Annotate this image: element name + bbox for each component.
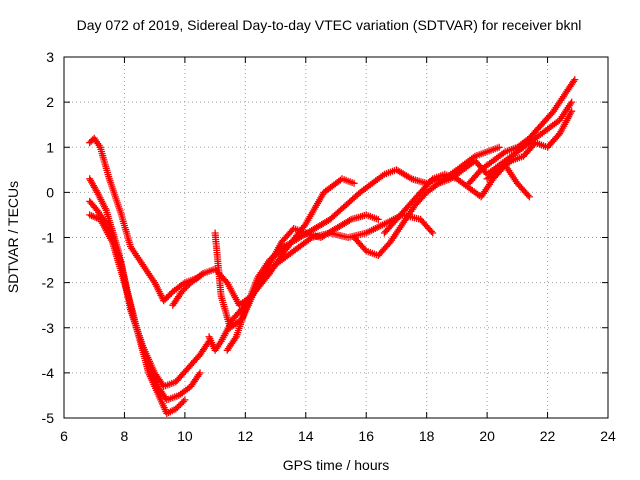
x-axis-label: GPS time / hours: [283, 457, 390, 473]
plus-marker: [179, 286, 187, 294]
plus-marker: [568, 98, 576, 106]
y-tick-label: -4: [42, 365, 55, 381]
plus-marker: [350, 179, 358, 187]
plus-marker: [178, 288, 186, 296]
y-axis-label: SDTVAR / TECUs: [5, 181, 21, 293]
plus-marker: [161, 295, 169, 303]
plus-marker: [172, 405, 180, 413]
plus-marker: [525, 193, 533, 201]
plus-marker: [163, 294, 171, 302]
plus-marker: [571, 76, 579, 84]
plus-marker: [196, 369, 204, 377]
plus-marker: [181, 396, 189, 404]
y-tick-label: 1: [46, 139, 54, 155]
series-track-12: [465, 76, 579, 187]
plus-marker: [176, 401, 184, 408]
plot-frame: [63, 56, 609, 419]
x-tick-label: 10: [177, 428, 193, 444]
x-tick-label: 12: [238, 428, 254, 444]
plus-marker: [160, 297, 168, 305]
plus-marker: [179, 398, 187, 405]
y-tick-label: 3: [46, 49, 54, 65]
y-tick-label: -3: [42, 320, 55, 336]
series-track-5: [169, 175, 358, 309]
x-tick-label: 16: [358, 428, 374, 444]
series-track-8: [223, 166, 443, 354]
plus-marker: [568, 107, 576, 115]
plus-marker: [166, 291, 174, 299]
x-tick-label: 14: [298, 428, 314, 444]
x-tick-label: 24: [600, 428, 616, 444]
series-track-13: [483, 107, 576, 183]
y-tick-label: 0: [46, 184, 54, 200]
plus-marker: [427, 228, 435, 235]
x-tick-label: 8: [121, 428, 129, 444]
y-tick-label: -1: [42, 230, 55, 246]
y-tick-label: -5: [42, 410, 55, 426]
y-tick-label: -2: [42, 275, 55, 291]
plus-marker: [429, 229, 437, 237]
x-tick-label: 6: [60, 428, 68, 444]
x-tick-label: 18: [419, 428, 435, 444]
data-points: [86, 76, 579, 417]
x-tick-label: 22: [540, 428, 556, 444]
y-tick-label: 2: [46, 94, 54, 110]
series-track-4: [86, 211, 189, 417]
plus-marker: [524, 191, 532, 199]
plus-marker: [182, 283, 190, 291]
plus-marker: [173, 404, 181, 411]
plus-marker: [374, 215, 382, 223]
plus-marker: [181, 285, 189, 293]
plus-marker: [86, 139, 94, 147]
chart-title: Day 072 of 2019, Sidereal Day-to-day VTE…: [77, 17, 582, 33]
plus-marker: [178, 399, 186, 407]
plus-marker: [164, 292, 172, 300]
plus-marker: [495, 143, 503, 151]
plus-marker: [184, 282, 192, 290]
x-tick-label: 20: [479, 428, 495, 444]
plus-marker: [175, 402, 183, 410]
